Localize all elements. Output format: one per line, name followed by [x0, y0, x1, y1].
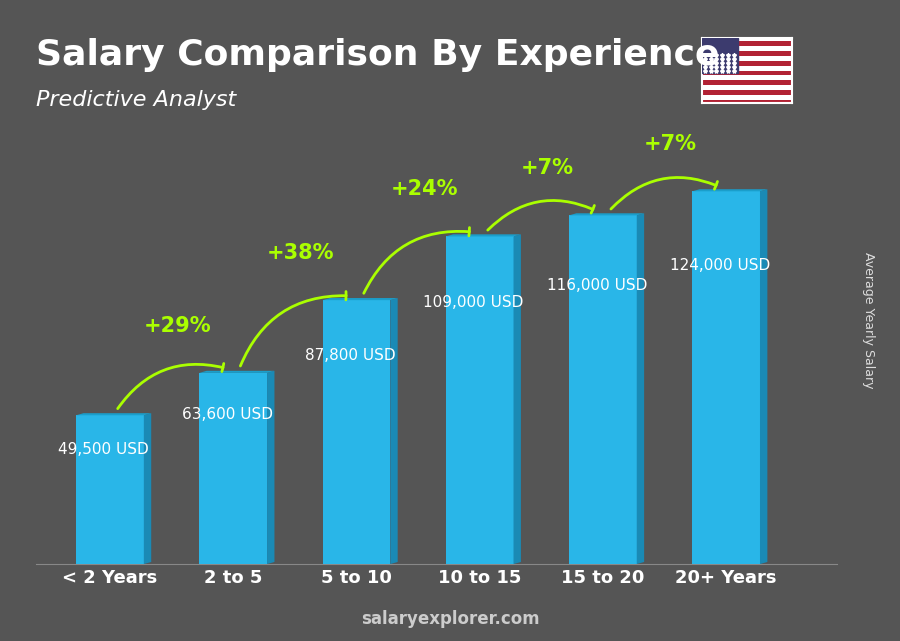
Bar	[446, 237, 514, 564]
Bar	[702, 56, 792, 61]
Polygon shape	[144, 413, 151, 564]
Bar	[702, 85, 792, 90]
Polygon shape	[569, 213, 644, 215]
Polygon shape	[76, 413, 151, 415]
Bar	[569, 215, 637, 564]
Text: +38%: +38%	[267, 243, 335, 263]
Text: 109,000 USD: 109,000 USD	[423, 296, 524, 310]
Polygon shape	[692, 189, 768, 191]
Polygon shape	[446, 235, 521, 237]
Bar	[76, 415, 144, 564]
Text: 63,600 USD: 63,600 USD	[182, 407, 273, 422]
Text: salaryexplorer.com: salaryexplorer.com	[361, 610, 539, 628]
Bar	[702, 90, 792, 95]
Polygon shape	[760, 189, 768, 564]
Text: Salary Comparison By Experience: Salary Comparison By Experience	[36, 38, 719, 72]
Polygon shape	[514, 235, 521, 564]
Text: 124,000 USD: 124,000 USD	[670, 258, 770, 274]
Bar	[692, 191, 760, 564]
Bar	[702, 38, 738, 73]
Bar	[199, 373, 267, 564]
Text: 87,800 USD: 87,800 USD	[305, 347, 396, 363]
Polygon shape	[267, 370, 274, 564]
Text: Average Yearly Salary: Average Yearly Salary	[862, 253, 875, 388]
Bar	[702, 61, 792, 65]
Text: +24%: +24%	[391, 179, 458, 199]
Text: 116,000 USD: 116,000 USD	[546, 278, 647, 293]
Polygon shape	[637, 213, 644, 564]
Bar	[702, 71, 792, 76]
Bar	[702, 41, 792, 46]
Polygon shape	[199, 370, 274, 373]
Text: 49,500 USD: 49,500 USD	[58, 442, 149, 457]
Bar	[702, 65, 792, 71]
Text: +29%: +29%	[144, 316, 212, 336]
Text: +7%: +7%	[521, 158, 574, 178]
Bar	[702, 76, 792, 80]
Bar	[702, 100, 792, 105]
Text: Predictive Analyst: Predictive Analyst	[36, 90, 236, 110]
Bar	[702, 80, 792, 85]
Polygon shape	[322, 298, 398, 300]
Text: +7%: +7%	[644, 134, 698, 154]
Bar	[702, 95, 792, 100]
Bar	[322, 300, 391, 564]
Polygon shape	[391, 298, 398, 564]
Bar	[702, 51, 792, 56]
Bar	[702, 46, 792, 51]
